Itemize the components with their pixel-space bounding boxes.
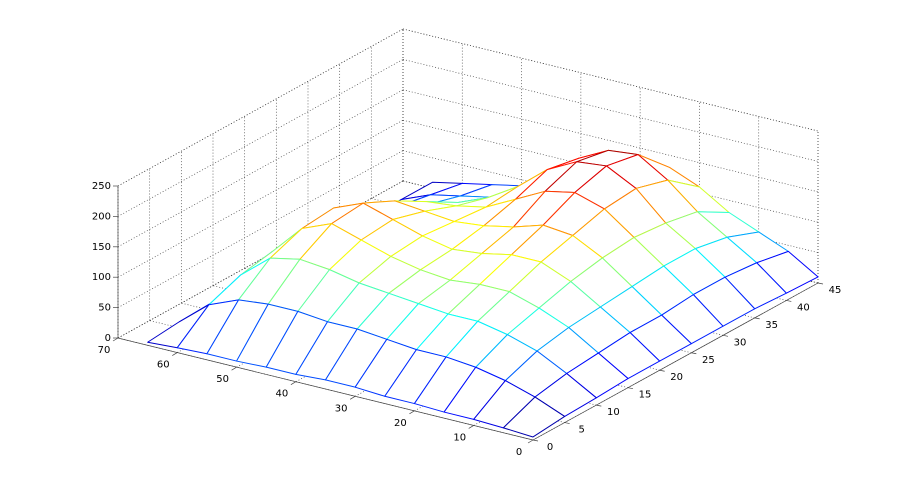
z-tick-label: 100 [92, 272, 111, 283]
tick-mark [231, 366, 237, 371]
tick-mark [349, 395, 356, 400]
tick-mark [290, 381, 297, 386]
x-axis-line [117, 337, 534, 441]
grid-line [117, 119, 404, 278]
grid-line [117, 150, 404, 308]
y-tick-label: 5 [578, 425, 584, 436]
y-tick-label: 20 [670, 372, 683, 383]
x-tick-label: 10 [453, 432, 466, 443]
mesh-cell [502, 396, 566, 438]
z-tick-label: 250 [92, 181, 111, 192]
y-tick-label: 25 [702, 355, 715, 366]
tick-mark [527, 439, 534, 444]
grid-line [117, 89, 404, 248]
x-tick-label: 60 [157, 360, 170, 371]
grid-line [402, 59, 819, 162]
y-tick-label: 15 [639, 390, 652, 401]
y-tick-label: 10 [607, 407, 620, 418]
y-tick-label: 45 [829, 285, 842, 296]
tick-mark [817, 282, 824, 285]
x-tick-label: 30 [335, 403, 348, 414]
tick-mark [691, 352, 697, 355]
grid-line [117, 28, 404, 187]
tick-mark [468, 425, 474, 429]
tick-mark [627, 387, 634, 390]
y-tick-label: 30 [734, 337, 747, 348]
z-tick-label: 50 [98, 303, 111, 314]
tick-mark [172, 352, 178, 356]
grid-line [402, 89, 819, 193]
z-tick-label: 150 [92, 242, 111, 253]
y-tick-label: 0 [547, 442, 553, 453]
grid-line [117, 59, 404, 217]
tick-mark [409, 410, 415, 415]
y-axis-line [532, 282, 819, 441]
tick-mark [596, 404, 602, 407]
x-tick-label: 40 [275, 389, 288, 400]
tick-mark [722, 334, 729, 337]
tick-mark [564, 422, 570, 424]
tick-mark [786, 300, 792, 302]
tick-mark [112, 337, 119, 342]
z-tick-label: 0 [105, 333, 111, 344]
tick-mark [532, 439, 539, 442]
x-tick-label: 50 [216, 374, 229, 385]
grid-line [117, 180, 404, 339]
x-tick-label: 0 [516, 447, 522, 458]
x-tick-label: 70 [98, 345, 111, 356]
y-tick-label: 40 [797, 302, 810, 313]
z-tick-label: 200 [92, 211, 111, 222]
tick-mark [754, 317, 760, 320]
tick-mark [659, 369, 665, 372]
y-tick-label: 35 [765, 320, 778, 331]
grid-line [402, 28, 819, 132]
x-tick-label: 20 [394, 418, 407, 429]
